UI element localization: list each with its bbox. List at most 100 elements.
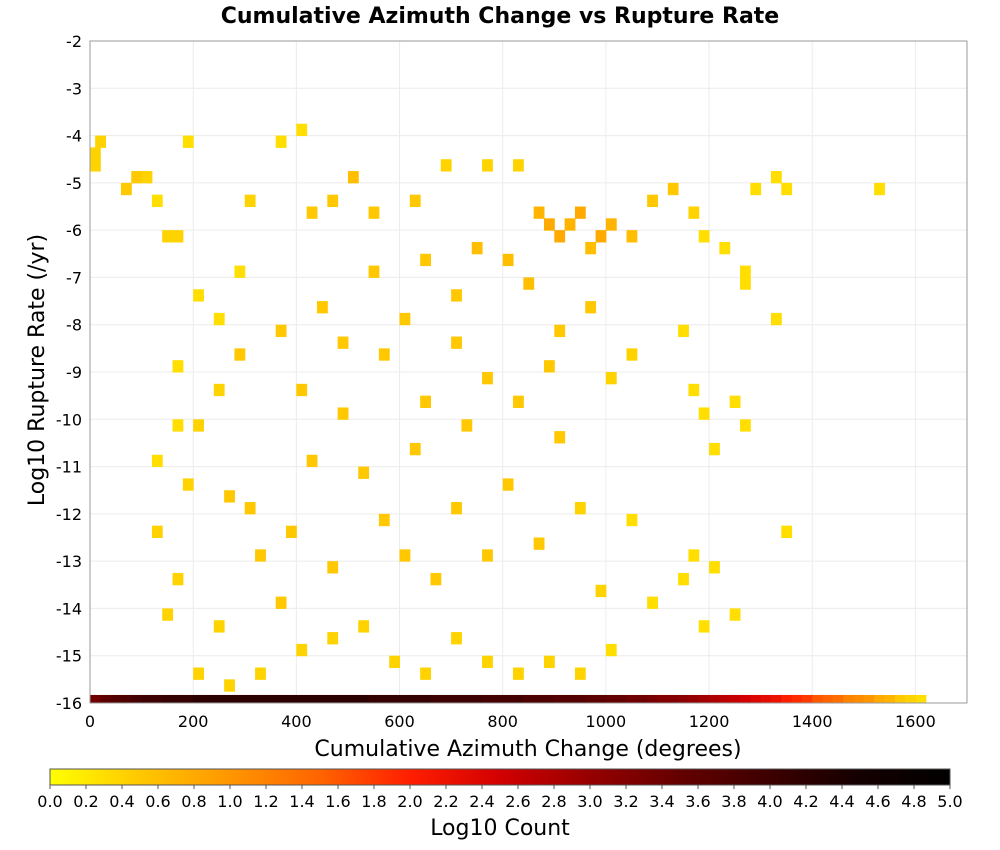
- heatmap-cell: [451, 336, 462, 349]
- y-tick-label: -15: [56, 647, 82, 666]
- bottom-row-cell: [853, 694, 865, 703]
- heatmap-cell: [729, 395, 741, 408]
- heatmap-cell: [626, 513, 638, 527]
- y-tick-label: -3: [66, 79, 82, 98]
- heatmap-cell: [554, 324, 566, 338]
- heatmap-cell: [306, 454, 318, 468]
- bottom-row-cell: [275, 694, 287, 703]
- bottom-row-cell: [812, 694, 824, 703]
- bottom-row-cell: [141, 694, 153, 703]
- bottom-row-cell: [203, 694, 215, 703]
- heatmap-cell: [193, 667, 204, 680]
- heatmap-cell: [574, 667, 586, 680]
- heatmap-cell: [482, 372, 493, 385]
- heatmap-cell: [595, 584, 607, 598]
- bottom-row-cell: [296, 694, 308, 703]
- y-tick-label: -7: [66, 268, 82, 287]
- y-axis-label: Log10 Rupture Rate (/yr): [25, 234, 50, 506]
- bottom-row-cell: [822, 694, 834, 703]
- heatmap-cell: [698, 620, 710, 633]
- bottom-row-cell: [585, 694, 597, 703]
- heatmap-cell: [605, 218, 617, 231]
- heatmap-cell: [95, 135, 106, 148]
- bottom-row-cell: [729, 694, 741, 703]
- bottom-row-cell: [915, 694, 927, 703]
- heatmap-cell: [120, 182, 132, 196]
- heatmap-cell: [451, 289, 462, 302]
- heatmap-cell: [513, 667, 524, 680]
- bottom-row-cell: [461, 694, 473, 703]
- heatmap-cell: [224, 679, 235, 692]
- x-axis-label: Cumulative Azimuth Change (degrees): [314, 737, 741, 762]
- heatmap-cell: [234, 265, 246, 278]
- heatmap-cell: [327, 561, 339, 574]
- x-tick-label: 200: [178, 712, 209, 731]
- y-axis-ticks: -2 -3 -4 -5 -6 -7 -8 -9 -10 -11 -12 -13 -14 -15 -16: [56, 32, 82, 713]
- bottom-row-cell: [760, 694, 772, 703]
- heatmap-cell: [275, 324, 287, 338]
- bottom-row-cell: [740, 694, 751, 703]
- bottom-row-cell: [234, 694, 246, 703]
- heatmap-cell: [409, 194, 421, 207]
- heatmap-cell: [358, 466, 370, 479]
- heatmap-cell: [502, 478, 514, 491]
- heatmap-cell: [533, 206, 545, 219]
- bottom-row-cell: [605, 694, 617, 703]
- heatmap-cell: [275, 596, 287, 609]
- bottom-row-cell: [533, 694, 545, 703]
- bottom-row-cell: [801, 694, 813, 703]
- heatmap-cell: [172, 230, 184, 243]
- heatmap-cell: [162, 608, 174, 621]
- bottom-row-cell: [874, 694, 886, 703]
- heatmap-cell: [440, 159, 452, 172]
- colorbar: [49, 768, 951, 786]
- heatmap-cell: [781, 182, 793, 196]
- heatmap-cell: [471, 241, 483, 255]
- y-tick-label: -6: [66, 221, 82, 240]
- heatmap-cell: [90, 147, 101, 160]
- colorbar-tick-label: 4.8: [901, 792, 926, 811]
- x-tick-label: 1600: [895, 712, 936, 731]
- heatmap-cell: [296, 383, 308, 397]
- heatmap-cell: [740, 265, 751, 278]
- heatmap-cell: [162, 230, 174, 243]
- heatmap-cell: [513, 395, 524, 408]
- heatmap-cell: [193, 419, 204, 432]
- heatmap-cell: [151, 194, 163, 207]
- heatmap-cell: [626, 230, 638, 243]
- heatmap-cell: [678, 572, 689, 586]
- colorbar-tick-label: 0.0: [37, 792, 62, 811]
- bottom-row-cell: [543, 694, 555, 703]
- y-tick-label: -16: [56, 694, 82, 713]
- colorbar-tick-label: 2.2: [433, 792, 458, 811]
- bottom-row-cell: [564, 694, 576, 703]
- heatmap-cell: [399, 549, 411, 562]
- bottom-row-cell: [616, 694, 628, 703]
- heatmap-cell: [337, 407, 349, 420]
- bottom-row-cell: [347, 694, 359, 703]
- heatmap-cell: [482, 159, 493, 172]
- x-tick-label: 400: [281, 712, 312, 731]
- colorbar-tick-label: 1.0: [217, 792, 242, 811]
- heatmap-cell: [564, 218, 576, 231]
- bottom-row-cell: [265, 694, 277, 703]
- heatmap-cell: [327, 194, 339, 207]
- bottom-row-cell: [358, 694, 370, 703]
- heatmap-cell: [275, 135, 287, 148]
- heatmap-cell: [399, 312, 411, 326]
- colorbar-tick-label: 0.6: [145, 792, 170, 811]
- bottom-row-cell: [244, 694, 256, 703]
- heatmap-cell: [770, 171, 782, 184]
- plot-area-frame: [89, 40, 968, 704]
- heatmap-cell: [172, 360, 184, 373]
- heatmap-cell: [647, 596, 658, 609]
- heatmap-cell: [719, 241, 731, 255]
- bottom-row-cell: [420, 694, 432, 703]
- heatmap-cell: [451, 502, 462, 515]
- heatmap-cell: [781, 525, 793, 538]
- heatmap-cell: [420, 395, 431, 408]
- heatmap-cell: [461, 419, 473, 432]
- heatmap-cell: [337, 336, 349, 349]
- heatmap-cell: [193, 289, 204, 302]
